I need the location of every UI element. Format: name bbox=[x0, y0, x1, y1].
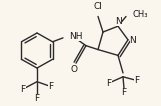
Text: F: F bbox=[48, 82, 54, 91]
Text: F: F bbox=[134, 76, 140, 85]
Text: F: F bbox=[106, 79, 112, 88]
Text: O: O bbox=[71, 66, 77, 75]
Text: NH: NH bbox=[69, 32, 82, 41]
Text: Cl: Cl bbox=[94, 2, 102, 11]
Text: N: N bbox=[130, 36, 136, 45]
Text: CH₃: CH₃ bbox=[133, 10, 148, 19]
Text: N: N bbox=[116, 17, 122, 26]
Text: F: F bbox=[121, 88, 127, 97]
Text: F: F bbox=[20, 85, 26, 94]
Text: F: F bbox=[34, 94, 40, 103]
